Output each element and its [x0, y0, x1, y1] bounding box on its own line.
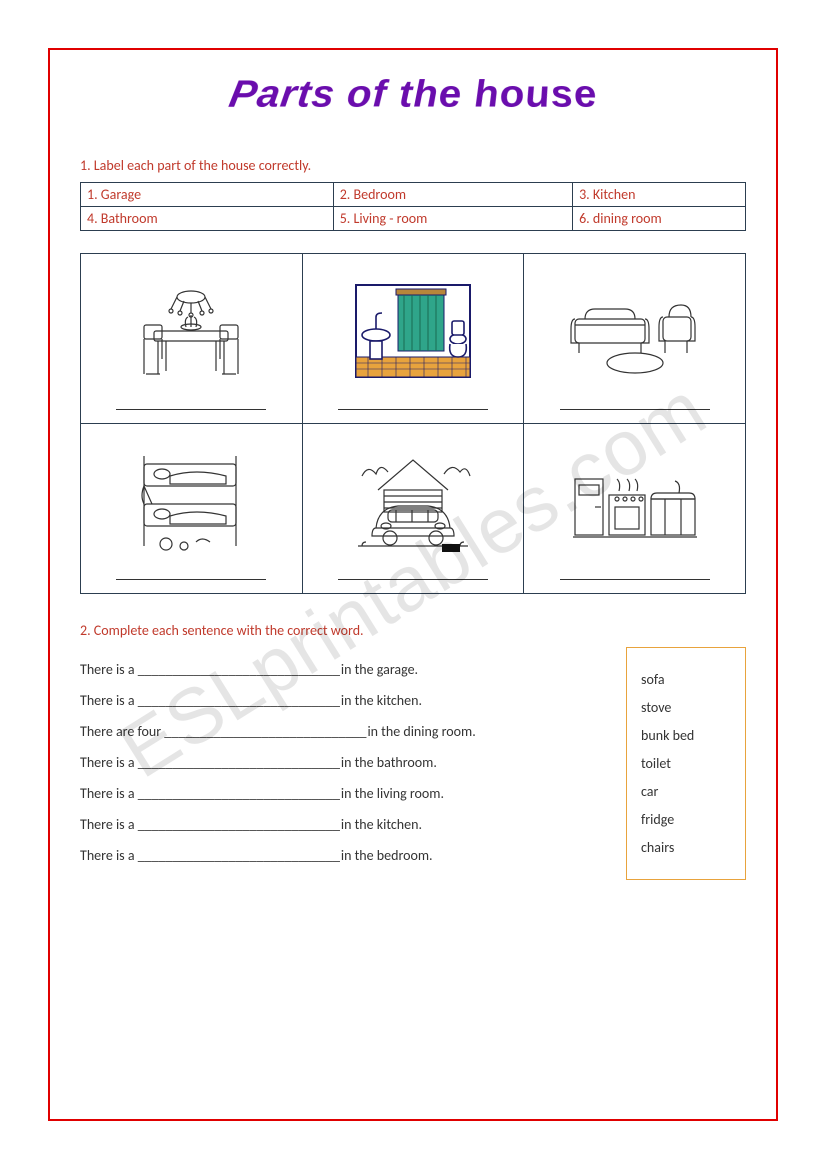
answer-blank[interactable]	[560, 398, 710, 410]
sentence-post: in the dining room.	[364, 723, 475, 740]
wordbank: sofa stove bunk bed toilet car fridge ch…	[626, 647, 746, 880]
pic-cell-dining	[81, 254, 303, 424]
ex1-instruction: 1. Label each part of the house correctl…	[80, 157, 746, 174]
wordbank-item: car	[641, 783, 727, 800]
sentence-post: in the living room.	[338, 785, 444, 802]
pic-cell-kitchen	[524, 424, 746, 594]
sentence-pre: There are four	[80, 723, 164, 740]
label-cell: 6. dining room	[573, 207, 746, 231]
ex2-wrap: There is a _____________________________…	[80, 647, 746, 880]
label-cell: 3. Kitchen	[573, 183, 746, 207]
bedroom-icon	[121, 446, 261, 556]
sentence-row: There is a _____________________________…	[80, 816, 606, 833]
sentence-post: in the bathroom.	[338, 754, 437, 771]
sentence-row: There is a _____________________________…	[80, 661, 606, 678]
pic-cell-garage	[302, 424, 524, 594]
sentence-pre: There is a	[80, 816, 138, 833]
label-cell: 4. Bathroom	[81, 207, 334, 231]
fill-blank[interactable]: _____________________________	[138, 661, 338, 678]
fill-blank[interactable]: _____________________________	[138, 785, 338, 802]
fill-blank[interactable]: _____________________________	[138, 847, 338, 864]
wordbank-item: bunk bed	[641, 727, 727, 744]
sentence-pre: There is a	[80, 661, 138, 678]
title-wrap: Parts of the house	[80, 72, 746, 117]
sentence-post: in the kitchen.	[338, 816, 422, 833]
ex2-instruction: 2. Complete each sentence with the corre…	[80, 622, 746, 639]
answer-blank[interactable]	[116, 568, 266, 580]
answer-blank[interactable]	[338, 568, 488, 580]
sentence-post: in the bedroom.	[338, 847, 433, 864]
sentence-post: in the kitchen.	[338, 692, 422, 709]
label-cell: 2. Bedroom	[333, 183, 572, 207]
label-cell: 5. Living - room	[333, 207, 572, 231]
label-row: 1. Garage 2. Bedroom 3. Kitchen	[81, 183, 746, 207]
sentence-pre: There is a	[80, 785, 138, 802]
worksheet-frame: Parts of the house 1. Label each part of…	[48, 48, 778, 1121]
answer-blank[interactable]	[338, 398, 488, 410]
sentence-row: There is a _____________________________…	[80, 754, 606, 771]
sentences-list: There is a _____________________________…	[80, 647, 606, 878]
fill-blank[interactable]: _____________________________	[138, 816, 338, 833]
pic-cell-bedroom	[81, 424, 303, 594]
kitchen-icon	[565, 446, 705, 556]
wordbank-item: sofa	[641, 671, 727, 688]
dining-room-icon	[121, 276, 261, 386]
label-cell: 1. Garage	[81, 183, 334, 207]
sentence-row: There is a _____________________________…	[80, 785, 606, 802]
wordbank-item: fridge	[641, 811, 727, 828]
label-row: 4. Bathroom 5. Living - room 6. dining r…	[81, 207, 746, 231]
page-title: Parts of the house	[225, 74, 601, 117]
living-room-icon	[565, 276, 705, 386]
fill-blank[interactable]: _____________________________	[138, 754, 338, 771]
sentence-pre: There is a	[80, 692, 138, 709]
sentence-row: There are four _________________________…	[80, 723, 606, 740]
answer-blank[interactable]	[560, 568, 710, 580]
answer-blank[interactable]	[116, 398, 266, 410]
bathroom-icon	[343, 276, 483, 386]
sentence-pre: There is a	[80, 847, 138, 864]
label-table: 1. Garage 2. Bedroom 3. Kitchen 4. Bathr…	[80, 182, 746, 231]
fill-blank[interactable]: _____________________________	[164, 723, 364, 740]
wordbank-item: chairs	[641, 839, 727, 856]
wordbank-item: stove	[641, 699, 727, 716]
fill-blank[interactable]: _____________________________	[138, 692, 338, 709]
sentence-row: There is a _____________________________…	[80, 847, 606, 864]
sentence-post: in the garage.	[338, 661, 418, 678]
pic-cell-bathroom	[302, 254, 524, 424]
picture-grid	[80, 253, 746, 594]
sentence-pre: There is a	[80, 754, 138, 771]
wordbank-item: toilet	[641, 755, 727, 772]
sentence-row: There is a _____________________________…	[80, 692, 606, 709]
garage-icon	[343, 446, 483, 556]
pic-cell-living	[524, 254, 746, 424]
